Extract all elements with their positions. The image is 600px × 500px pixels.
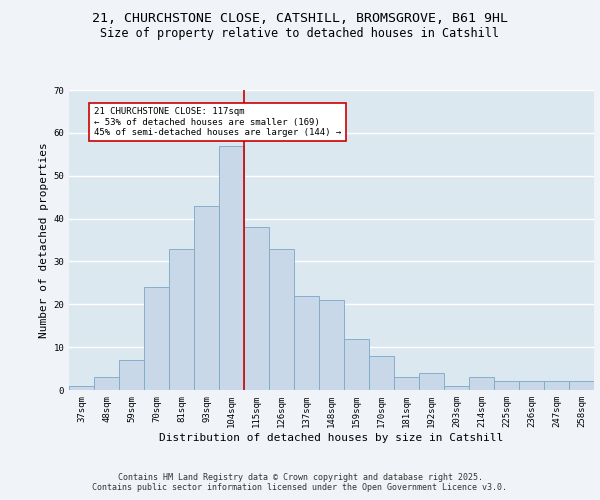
Bar	[469, 377, 494, 390]
Bar	[69, 386, 94, 390]
Bar	[544, 382, 569, 390]
Text: Size of property relative to detached houses in Catshill: Size of property relative to detached ho…	[101, 28, 499, 40]
Y-axis label: Number of detached properties: Number of detached properties	[39, 142, 49, 338]
Bar	[369, 356, 394, 390]
Text: 21 CHURCHSTONE CLOSE: 117sqm
← 53% of detached houses are smaller (169)
45% of s: 21 CHURCHSTONE CLOSE: 117sqm ← 53% of de…	[94, 107, 341, 137]
Bar	[319, 300, 344, 390]
Bar	[344, 338, 369, 390]
Bar	[269, 248, 294, 390]
X-axis label: Distribution of detached houses by size in Catshill: Distribution of detached houses by size …	[160, 432, 503, 442]
Bar	[519, 382, 544, 390]
Bar	[444, 386, 469, 390]
Bar	[419, 373, 444, 390]
Bar	[394, 377, 419, 390]
Bar	[194, 206, 219, 390]
Bar	[219, 146, 244, 390]
Bar	[94, 377, 119, 390]
Text: 21, CHURCHSTONE CLOSE, CATSHILL, BROMSGROVE, B61 9HL: 21, CHURCHSTONE CLOSE, CATSHILL, BROMSGR…	[92, 12, 508, 26]
Bar	[119, 360, 144, 390]
Bar	[244, 227, 269, 390]
Bar	[294, 296, 319, 390]
Bar	[144, 287, 169, 390]
Bar	[494, 382, 519, 390]
Bar	[569, 382, 594, 390]
Text: Contains HM Land Registry data © Crown copyright and database right 2025.
Contai: Contains HM Land Registry data © Crown c…	[92, 473, 508, 492]
Bar	[169, 248, 194, 390]
